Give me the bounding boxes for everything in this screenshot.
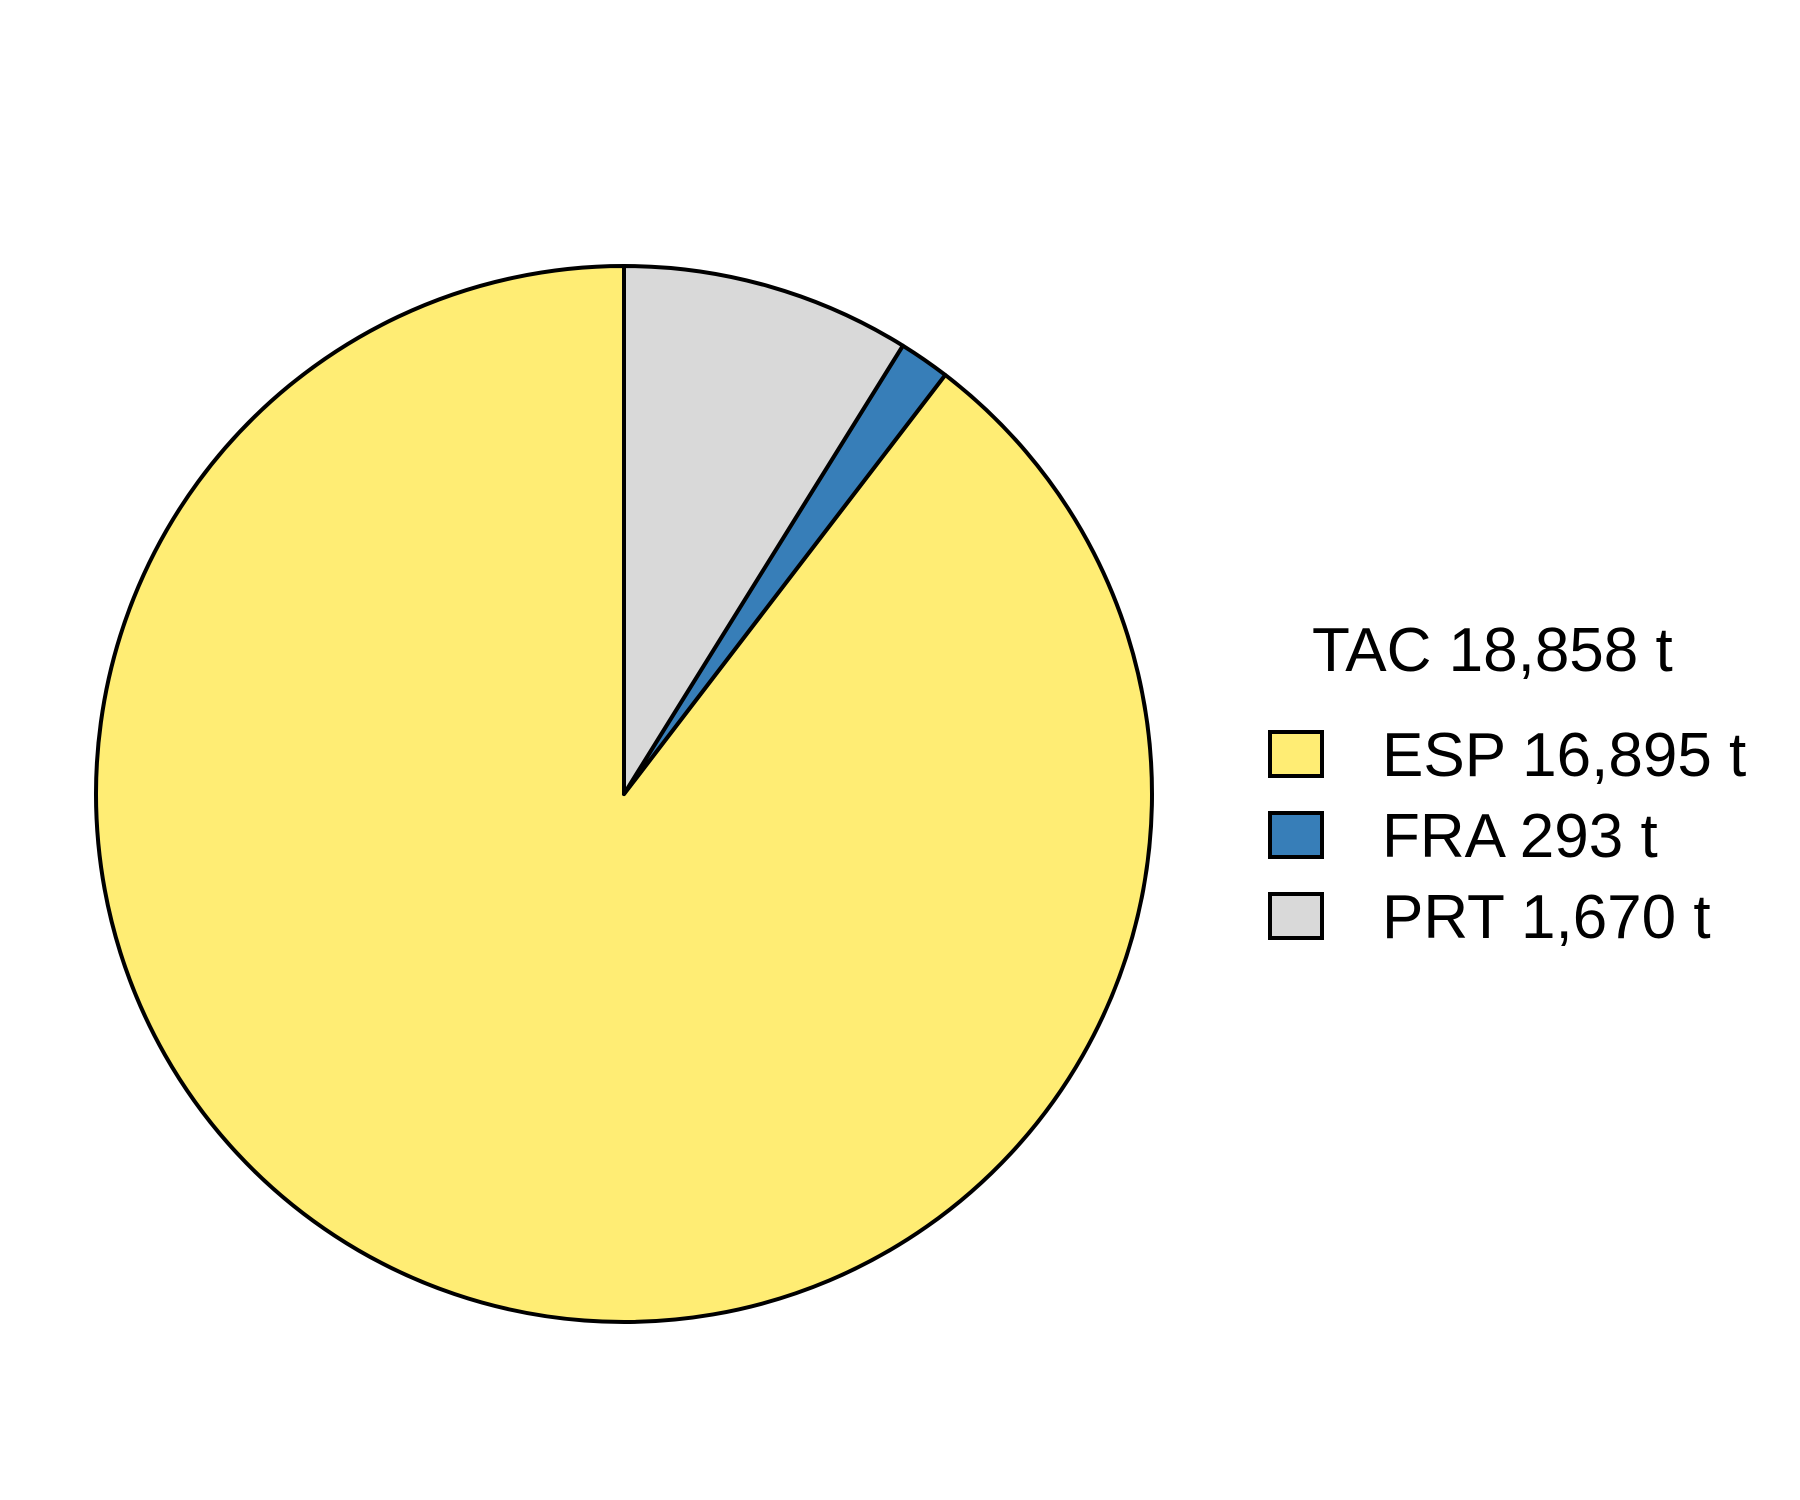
legend-swatch-esp — [1268, 730, 1324, 778]
legend-swatch-prt — [1268, 892, 1324, 940]
legend-label-fra: FRA 293 t — [1382, 802, 1658, 871]
pie-slices — [94, 264, 1154, 1324]
pie-slice-prt — [622, 264, 905, 796]
legend-label-prt: PRT 1,670 t — [1382, 883, 1711, 952]
legend-item-prt: PRT 1,670 t — [1268, 883, 1711, 952]
legend-swatch-fra — [1268, 811, 1324, 859]
legend-items: ESP 16,895 t FRA 293 t PRT 1,670 t — [1268, 721, 1746, 952]
legend-title: TAC 18,858 t — [1312, 616, 1673, 685]
legend-item-esp: ESP 16,895 t — [1268, 721, 1746, 790]
legend-item-fra: FRA 293 t — [1268, 802, 1658, 871]
legend: TAC 18,858 t ESP 16,895 t FRA 293 t PRT 1,… — [1268, 616, 1746, 952]
legend-label-esp: ESP 16,895 t — [1382, 721, 1746, 790]
